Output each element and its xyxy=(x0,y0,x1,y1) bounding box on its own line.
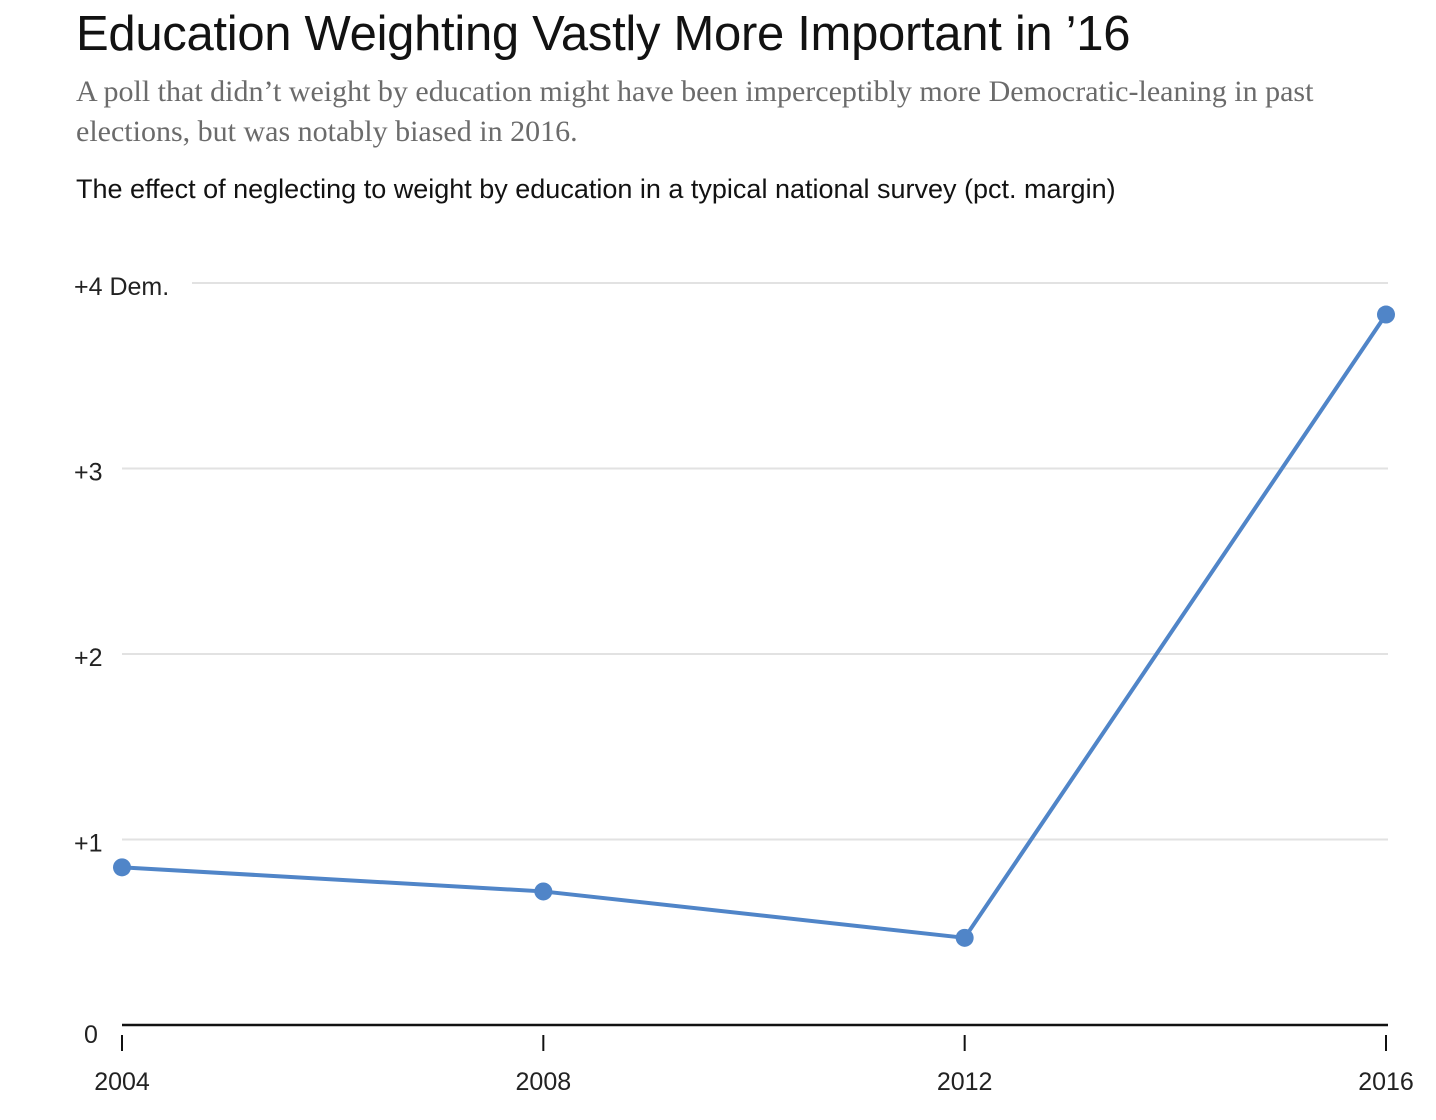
chart-subtitle: A poll that didn’t weight by education m… xyxy=(76,75,1314,148)
x-tick-label: 2004 xyxy=(94,1068,150,1096)
data-point xyxy=(113,858,131,877)
x-tick-label: 2008 xyxy=(516,1068,572,1096)
x-tick-label: 2012 xyxy=(937,1068,993,1096)
data-point xyxy=(955,928,974,947)
chart-title: Education Weighting Vastly More Importan… xyxy=(76,7,1131,61)
y-tick-label: +4 Dem. xyxy=(74,273,169,301)
data-point xyxy=(534,882,553,901)
chart-axis-description: The effect of neglecting to weight by ed… xyxy=(76,174,1116,204)
x-tick-label: 2016 xyxy=(1358,1068,1414,1096)
y-tick-label: +2 xyxy=(74,644,103,672)
y-tick-label: 0 xyxy=(84,1021,98,1049)
data-point xyxy=(1377,305,1395,324)
y-tick-label: +3 xyxy=(74,459,103,487)
y-tick-label: +1 xyxy=(74,830,103,858)
series-line xyxy=(121,313,1388,940)
